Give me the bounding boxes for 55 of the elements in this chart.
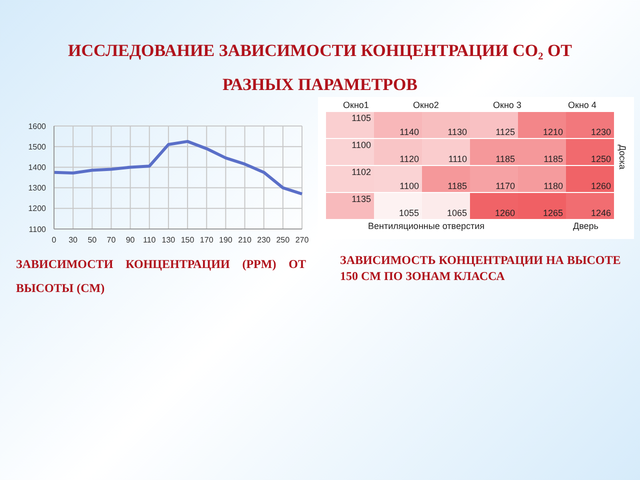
text: Окно 4 [568, 100, 596, 110]
data-label: 1120 [400, 154, 419, 164]
x-tick-label: 90 [126, 236, 136, 245]
y-tick-label: 1400 [28, 163, 47, 172]
data-label: 1185 [496, 154, 515, 164]
x-tick-label: 130 [162, 236, 176, 245]
x-tick-label: 0 [52, 236, 57, 245]
text: ЗАВИСИМОСТИ КОНЦЕНТРАЦИИ (PPM) ОТ ВЫСОТЫ (СМ) [16, 256, 306, 297]
data-label: 1135 [352, 194, 371, 204]
x-tick-label: 230 [257, 236, 272, 245]
line-series [52, 140, 304, 196]
data-label: 1100 [352, 140, 371, 150]
data-label: 1260 [494, 208, 515, 218]
data-label: 1180 [544, 181, 563, 191]
text: Вентиляционные отверстия [368, 221, 484, 231]
x-tick-label: 50 [88, 236, 98, 245]
data-label: 1250 [590, 154, 611, 164]
data-label: 1140 [400, 127, 419, 137]
text: Окно1 [343, 100, 369, 110]
data-label: 1246 [590, 208, 611, 218]
data-label: 1105 [352, 113, 371, 123]
x-tick-label: 250 [276, 236, 290, 245]
y-tick-label: 1600 [28, 122, 47, 131]
x-tick-label: 150 [180, 236, 195, 245]
x-tick-label: 110 [143, 236, 156, 245]
x-tick-label: 210 [238, 236, 252, 245]
text: Окно2 [413, 100, 439, 110]
y-tick-label: 1100 [28, 224, 47, 234]
data-label: 1065 [446, 208, 467, 218]
x-tick-label: 30 [68, 236, 78, 245]
x-tick-label: 270 [295, 236, 310, 245]
data-label: 1110 [448, 154, 467, 164]
y-tick-label: 1300 [28, 184, 47, 193]
data-label: 1055 [398, 208, 419, 218]
data-label: 1265 [542, 208, 563, 218]
data-label: 1130 [448, 127, 467, 137]
data-label: 1125 [496, 127, 515, 137]
data-label: 1185 [448, 181, 467, 191]
data-label: 1100 [400, 181, 419, 191]
chart-title: ИССЛЕДОВАНИЕ ЗАВИСИМОСТИ КОНЦЕНТРАЦИИ CO₂ ОТ РАЗНЫХ ПАРАМЕТРОВ [68, 41, 572, 94]
y-tick-label: 1200 [28, 204, 47, 214]
x-tick-label: 70 [106, 236, 116, 245]
text: Дверь [573, 221, 598, 231]
y-tick-label: 1500 [28, 142, 47, 152]
text: Окно 3 [493, 100, 522, 110]
data-label: 1230 [590, 127, 611, 137]
x-tick-label: 190 [219, 236, 233, 245]
data-label: 1102 [352, 167, 371, 177]
data-label: 1185 [544, 154, 563, 164]
data-label: 1210 [542, 127, 563, 137]
text: Доска [617, 144, 627, 170]
x-tick-label: 170 [200, 236, 214, 245]
data-label: 1260 [590, 181, 611, 191]
data-label: 1170 [496, 181, 515, 191]
text: ЗАВИСИМОСТЬ КОНЦЕНТРАЦИИ НА ВЫСОТЕ 150 СМ ПО ЗОНАМ КЛАССА [340, 252, 622, 284]
